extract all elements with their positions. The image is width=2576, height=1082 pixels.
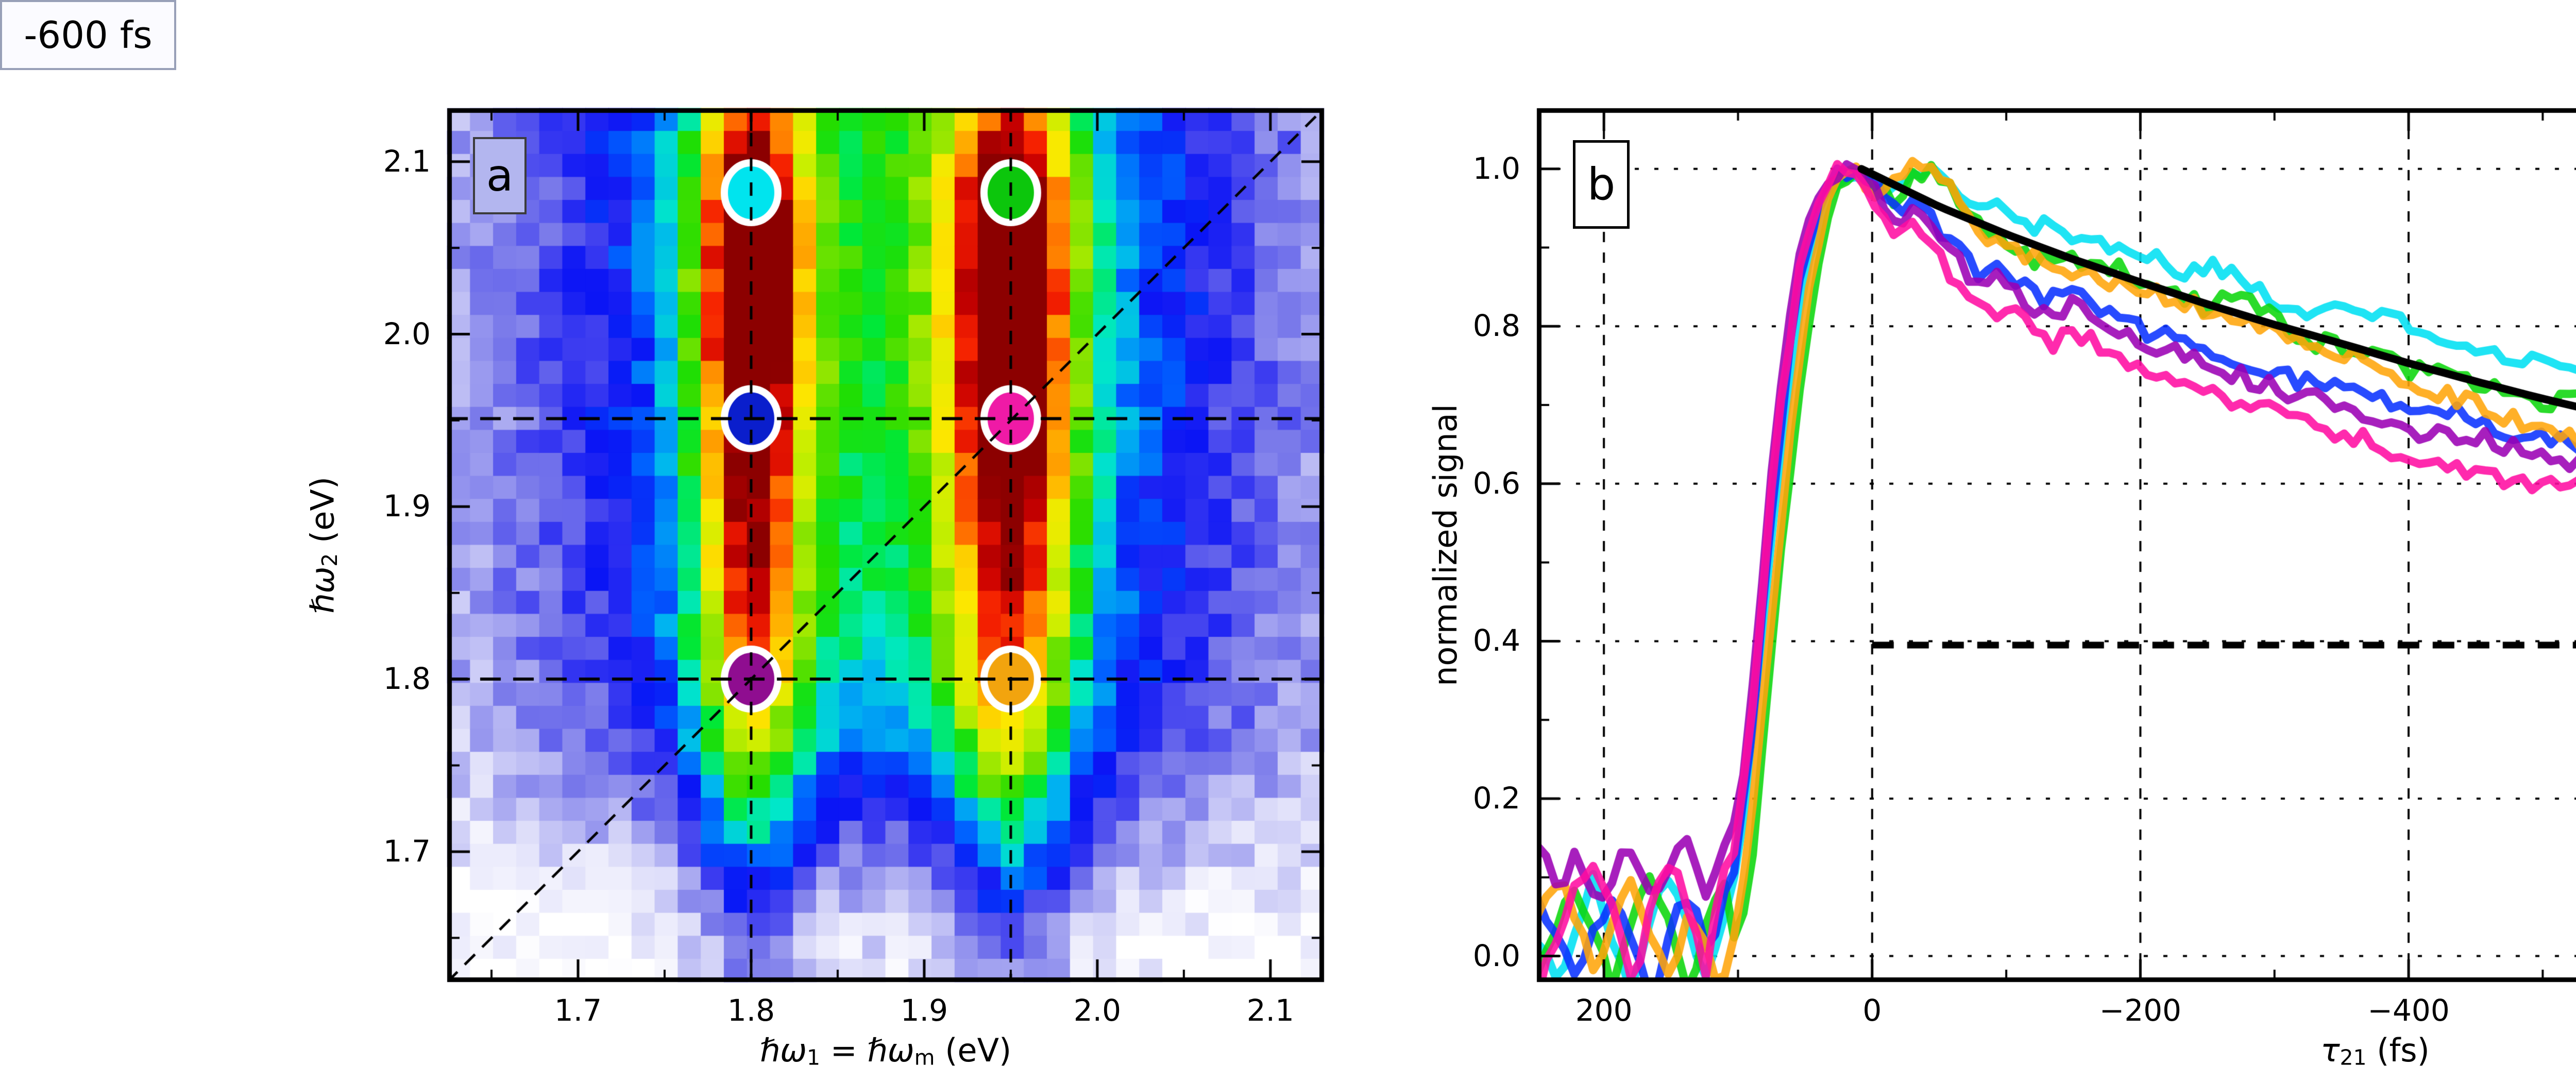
panel-a-xaxis-title: ℏω1 = ℏωm (eV): [759, 1032, 1012, 1070]
panel-b-xtick-label: −200: [2099, 993, 2182, 1028]
panel-a-ytick-label: 1.7: [383, 833, 431, 869]
xlabel-part: (fs): [2366, 1032, 2430, 1069]
panel-b-xtick-label: −400: [2367, 993, 2450, 1028]
xlabel-part: = ℏω: [820, 1032, 914, 1069]
panel-a-ytick-label: 2.1: [383, 143, 431, 179]
panel-a-xtick-label: 2.0: [1073, 993, 1121, 1028]
ylabel-part: ℏω: [303, 566, 342, 614]
panel-b-xtick-label: 0: [1862, 993, 1882, 1028]
xlabel-part: ℏω: [759, 1032, 807, 1069]
panel-a-xtick-label: 1.7: [554, 993, 602, 1028]
panel-a-letter-box: a: [473, 137, 527, 214]
panel-b-ytick-label: 0.4: [1472, 623, 1520, 658]
panel-b-ytick-label: 1.0: [1472, 150, 1520, 186]
panel-a-ytick-label: 2.0: [383, 316, 431, 351]
panel-b-xaxis-title: τ21 (fs): [2320, 1032, 2430, 1070]
xlabel-part: τ: [2320, 1032, 2340, 1069]
panel-a-letter: a: [486, 150, 514, 201]
ylabel-sub: 2: [317, 553, 342, 567]
panel-b-xtick-label: 200: [1575, 993, 1633, 1028]
xlabel-sub: 21: [2340, 1045, 2367, 1070]
xlabel-sub: m: [914, 1045, 935, 1070]
panel-a-xtick-label: 1.9: [900, 993, 948, 1028]
xlabel-sub: 1: [807, 1045, 821, 1070]
panel-b-letter: b: [1587, 159, 1616, 210]
panel-a-ytick-label: 1.8: [383, 661, 431, 697]
panel-b-ytick-label: 0.0: [1472, 938, 1520, 973]
panel-a-ytick-label: 1.9: [383, 488, 431, 524]
panel-b-ytick-label: 0.6: [1472, 465, 1520, 501]
xlabel-part: (eV): [935, 1032, 1012, 1069]
panel-b-ytick-label: 0.8: [1472, 308, 1520, 344]
panel-a-xtick-label: 1.8: [727, 993, 775, 1028]
panel-a-xtick-label: 2.1: [1246, 993, 1294, 1028]
panel-b-letter-box: b: [1573, 140, 1630, 229]
panel-b-ytick-label: 0.2: [1472, 780, 1520, 816]
